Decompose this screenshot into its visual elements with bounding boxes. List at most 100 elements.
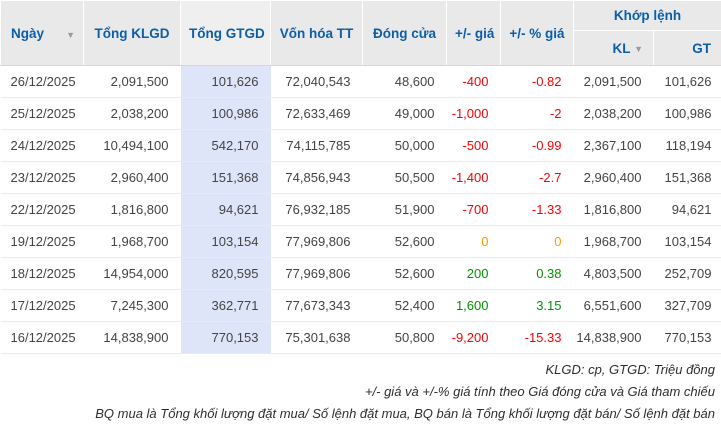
cell-matched-volume: 1,816,800 <box>574 194 654 226</box>
cell-total-volume: 7,245,300 <box>84 290 181 322</box>
cell-price-change: -1,400 <box>447 162 501 194</box>
column-header-date-label: Ngày <box>11 26 44 41</box>
cell-price-change-pct: -0.99 <box>501 130 574 162</box>
footnotes: KLGD: cp, GTGD: Triệu đồng +/- giá và +/… <box>0 359 721 425</box>
cell-total-volume: 2,091,500 <box>84 66 181 98</box>
column-header-close[interactable]: Đóng cửa <box>363 1 447 66</box>
cell-total-volume: 1,816,800 <box>84 194 181 226</box>
cell-price-change: -700 <box>447 194 501 226</box>
cell-price-change-pct: -2.7 <box>501 162 574 194</box>
footnote-units: KLGD: cp, GTGD: Triệu đồng <box>0 359 715 381</box>
cell-date: 16/12/2025 <box>1 322 84 354</box>
cell-matched-value: 103,154 <box>654 226 721 258</box>
sort-desc-icon: ▼ <box>66 30 75 40</box>
cell-total-value: 362,771 <box>181 290 271 322</box>
cell-date: 18/12/2025 <box>1 258 84 290</box>
column-header-price-change[interactable]: +/- giá <box>447 1 501 66</box>
cell-price-change-pct: 3.15 <box>501 290 574 322</box>
cell-matched-value: 118,194 <box>654 130 721 162</box>
column-header-date[interactable]: ▼ Ngày <box>1 1 84 66</box>
cell-matched-value: 770,153 <box>654 322 721 354</box>
cell-total-value: 820,595 <box>181 258 271 290</box>
cell-close: 50,800 <box>363 322 447 354</box>
cell-matched-volume: 2,038,200 <box>574 98 654 130</box>
cell-total-value: 151,368 <box>181 162 271 194</box>
cell-matched-volume: 2,960,400 <box>574 162 654 194</box>
cell-price-change: 1,600 <box>447 290 501 322</box>
cell-date: 26/12/2025 <box>1 66 84 98</box>
cell-market-cap: 74,115,785 <box>271 130 363 162</box>
cell-matched-volume: 2,091,500 <box>574 66 654 98</box>
column-group-matched-orders[interactable]: Khớp lệnh <box>574 1 721 31</box>
column-header-total-volume[interactable]: Tổng KLGD <box>84 1 181 66</box>
column-header-matched-volume[interactable]: KL ▼ <box>574 31 654 66</box>
cell-matched-value: 252,709 <box>654 258 721 290</box>
footnote-avg-orders: BQ mua là Tổng khối lượng đặt mua/ Số lệ… <box>0 403 715 425</box>
cell-total-volume: 14,954,000 <box>84 258 181 290</box>
cell-matched-volume: 4,803,500 <box>574 258 654 290</box>
column-header-total-value[interactable]: Tổng GTGD <box>181 1 271 66</box>
cell-total-volume: 10,494,100 <box>84 130 181 162</box>
cell-date: 17/12/2025 <box>1 290 84 322</box>
cell-total-volume: 2,960,400 <box>84 162 181 194</box>
cell-close: 52,600 <box>363 258 447 290</box>
cell-price-change: -9,200 <box>447 322 501 354</box>
cell-close: 49,000 <box>363 98 447 130</box>
column-header-market-cap[interactable]: Vốn hóa TT <box>271 1 363 66</box>
cell-market-cap: 76,932,185 <box>271 194 363 226</box>
cell-price-change: 200 <box>447 258 501 290</box>
cell-price-change-pct: 0.38 <box>501 258 574 290</box>
cell-matched-value: 100,986 <box>654 98 721 130</box>
cell-close: 51,900 <box>363 194 447 226</box>
cell-matched-value: 327,709 <box>654 290 721 322</box>
cell-matched-value: 101,626 <box>654 66 721 98</box>
cell-market-cap: 77,673,343 <box>271 290 363 322</box>
column-header-matched-volume-label: KL <box>613 41 631 56</box>
footnote-change-calc: +/- giá và +/-% giá tính theo Giá đóng c… <box>0 381 715 403</box>
cell-price-change: 0 <box>447 226 501 258</box>
cell-matched-value: 151,368 <box>654 162 721 194</box>
cell-total-value: 542,170 <box>181 130 271 162</box>
cell-price-change: -400 <box>447 66 501 98</box>
cell-total-value: 770,153 <box>181 322 271 354</box>
cell-total-volume: 14,838,900 <box>84 322 181 354</box>
cell-close: 48,600 <box>363 66 447 98</box>
cell-matched-value: 94,621 <box>654 194 721 226</box>
historical-price-table: ▼ Ngày Tổng KLGD Tổng GTGD Vốn hóa TT Đó… <box>0 0 721 354</box>
cell-date: 25/12/2025 <box>1 98 84 130</box>
cell-close: 50,500 <box>363 162 447 194</box>
cell-matched-volume: 2,367,100 <box>574 130 654 162</box>
cell-date: 24/12/2025 <box>1 130 84 162</box>
cell-total-volume: 1,968,700 <box>84 226 181 258</box>
cell-total-volume: 2,038,200 <box>84 98 181 130</box>
cell-date: 23/12/2025 <box>1 162 84 194</box>
cell-matched-volume: 1,968,700 <box>574 226 654 258</box>
sort-desc-icon: ▼ <box>634 44 643 54</box>
cell-total-value: 101,626 <box>181 66 271 98</box>
cell-date: 19/12/2025 <box>1 226 84 258</box>
cell-price-change-pct: -15.33 <box>501 322 574 354</box>
column-header-price-change-pct[interactable]: +/- % giá <box>501 1 574 66</box>
cell-price-change-pct: -1.33 <box>501 194 574 226</box>
cell-market-cap: 74,856,943 <box>271 162 363 194</box>
cell-market-cap: 72,040,543 <box>271 66 363 98</box>
cell-matched-volume: 14,838,900 <box>574 322 654 354</box>
cell-market-cap: 77,969,806 <box>271 226 363 258</box>
cell-date: 22/12/2025 <box>1 194 84 226</box>
cell-price-change: -1,000 <box>447 98 501 130</box>
column-header-matched-value[interactable]: GT <box>654 31 721 66</box>
cell-market-cap: 72,633,469 <box>271 98 363 130</box>
cell-market-cap: 77,969,806 <box>271 258 363 290</box>
cell-total-value: 103,154 <box>181 226 271 258</box>
cell-price-change-pct: -0.82 <box>501 66 574 98</box>
